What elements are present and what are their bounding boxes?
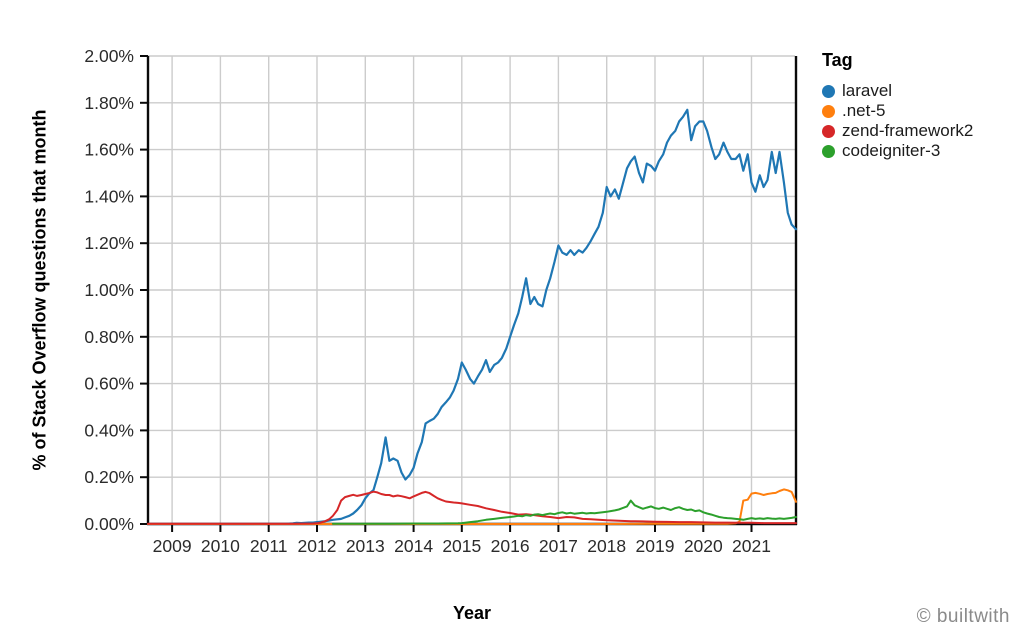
y-tick-label: 0.80% [84, 327, 134, 347]
legend-item-laravel: laravel [822, 81, 973, 101]
legend-title: Tag [822, 50, 853, 70]
x-tick-label: 2018 [587, 536, 626, 556]
legend-label: codeigniter-3 [842, 141, 941, 160]
x-tick-label: 2015 [442, 536, 481, 556]
legend-label: .net-5 [842, 101, 886, 120]
x-axis-title: Year [452, 603, 492, 623]
series-line-zend-framework2 [147, 490, 797, 525]
builtwith-watermark: © builtwith [916, 606, 1010, 627]
x-tick-label: 2021 [732, 536, 771, 556]
x-tick-label: 2019 [636, 536, 675, 556]
x-tick-label: 2010 [201, 536, 240, 556]
codeigniter-3-series-dot-icon [822, 144, 835, 158]
y-tick-label: 0.60% [84, 374, 134, 394]
y-tick-label: 0.40% [84, 420, 134, 440]
zend-framework2-series-dot-icon [822, 124, 835, 138]
legend-item-zend-framework2: zend-framework2 [822, 121, 973, 141]
y-tick-label: 0.00% [84, 514, 134, 534]
series-line-laravel [146, 108, 798, 526]
y-tick-label: 2.00% [84, 46, 134, 66]
x-tick-label: 2012 [298, 536, 337, 556]
x-tick-label: 2014 [394, 536, 433, 556]
y-tick-label: 1.80% [84, 93, 134, 113]
x-tick-label: 2017 [539, 536, 578, 556]
legend-label: zend-framework2 [842, 121, 974, 140]
net-5-series-dot-icon [822, 104, 835, 118]
x-tick-label: 2009 [153, 536, 192, 556]
y-tick-label: 1.60% [84, 140, 134, 160]
x-tick-label: 2013 [346, 536, 385, 556]
y-tick-label: 1.40% [84, 186, 134, 206]
x-tick-label: 2016 [491, 536, 530, 556]
y-tick-label: 1.00% [84, 280, 134, 300]
legend-label: laravel [842, 81, 893, 100]
series-line-.net-5 [147, 488, 797, 525]
legend-item-net-5: .net-5 [822, 101, 973, 121]
x-tick-label: 2011 [250, 536, 288, 556]
legend: Tag laravel .net-5 zend-framework2 codei… [822, 50, 973, 161]
laravel-series-dot-icon [822, 84, 835, 98]
y-tick-label: 0.20% [84, 467, 134, 487]
legend-item-codeigniter-3: codeigniter-3 [822, 141, 973, 161]
series-line-codeigniter-3 [331, 499, 797, 525]
y-axis-title: % of Stack Overflow questions that month [29, 109, 50, 471]
y-tick-label: 1.20% [84, 233, 134, 253]
x-tick-label: 2020 [684, 536, 723, 556]
